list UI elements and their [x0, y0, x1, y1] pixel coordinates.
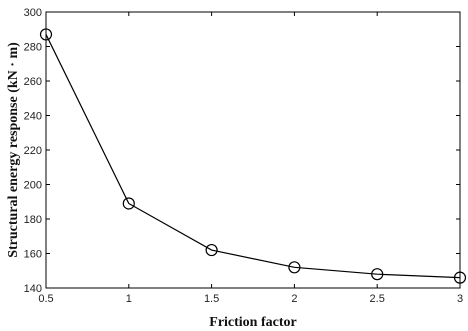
y-tick-label: 240 [24, 111, 42, 123]
data-point [122, 197, 135, 210]
y-tick-label: 220 [24, 145, 42, 157]
data-point [288, 261, 301, 274]
y-tick-label: 260 [24, 76, 42, 88]
y-tick-label: 280 [24, 42, 42, 54]
y-axis: 140 160 180 200 220 240 260 280 300 [24, 7, 460, 295]
y-tick-label: 200 [24, 180, 42, 192]
x-axis: 0.5 1 1.5 2 2.5 3 [38, 12, 463, 305]
y-tick-label: 140 [24, 283, 42, 295]
x-tick-label: 0.5 [38, 293, 53, 305]
data-point [371, 268, 384, 281]
y-tick-label: 300 [24, 7, 42, 19]
y-tick-label: 180 [24, 214, 42, 226]
plot-area [45, 11, 461, 289]
data-series [39, 28, 467, 284]
x-tick-label: 3 [457, 293, 463, 305]
x-tick-label: 2.5 [370, 293, 385, 305]
data-point [39, 28, 53, 41]
data-point [205, 243, 218, 257]
x-tick-label: 1 [126, 293, 132, 305]
x-tick-label: 1.5 [204, 293, 219, 305]
x-tick-label: 2 [291, 293, 297, 305]
series-line [45, 34, 461, 279]
y-tick-label: 160 [24, 249, 42, 261]
y-axis-label: Structural energy response (kN · m) [6, 42, 21, 258]
data-point [453, 271, 467, 284]
x-axis-label: Friction factor [209, 315, 296, 330]
